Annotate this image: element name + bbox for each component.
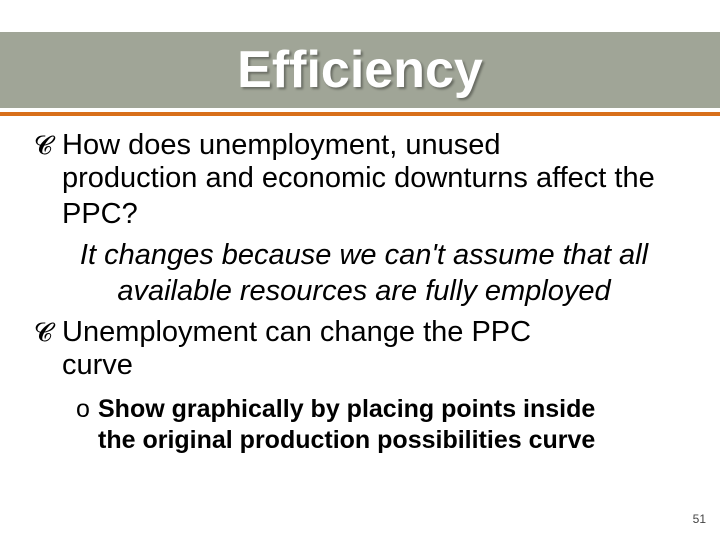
slide-content: 𝓒How does unemployment, unused productio… [34, 128, 694, 456]
accent-line [0, 112, 720, 116]
sub-bullet-text-rest: the original production possibilities cu… [98, 425, 694, 456]
bullet-text-line1: Unemployment can change the PPC [62, 316, 531, 348]
bullet-item: 𝓒Unemployment can change the PPC curve [34, 315, 694, 384]
bullet-glyph-icon: 𝓒 [34, 317, 62, 349]
page-number: 51 [693, 512, 706, 526]
answer-text: It changes because we can't assume that … [34, 238, 694, 309]
sub-bullet-text-line1: Show graphically by placing points insid… [98, 395, 595, 423]
title-band: Efficiency [0, 32, 720, 108]
bullet-text-line1: How does unemployment, unused [62, 129, 500, 161]
bullet-glyph-icon: 𝓒 [34, 130, 62, 162]
bullet-item: 𝓒How does unemployment, unused productio… [34, 128, 694, 232]
slide-title: Efficiency [237, 40, 483, 100]
bullet-text-rest: curve [62, 348, 694, 383]
bullet-text-rest: production and economic downturns affect… [62, 161, 694, 232]
slide: Efficiency 𝓒How does unemployment, unuse… [0, 0, 720, 540]
sub-bullet-marker: o [76, 394, 98, 425]
sub-bullet-item: oShow graphically by placing points insi… [76, 394, 694, 457]
